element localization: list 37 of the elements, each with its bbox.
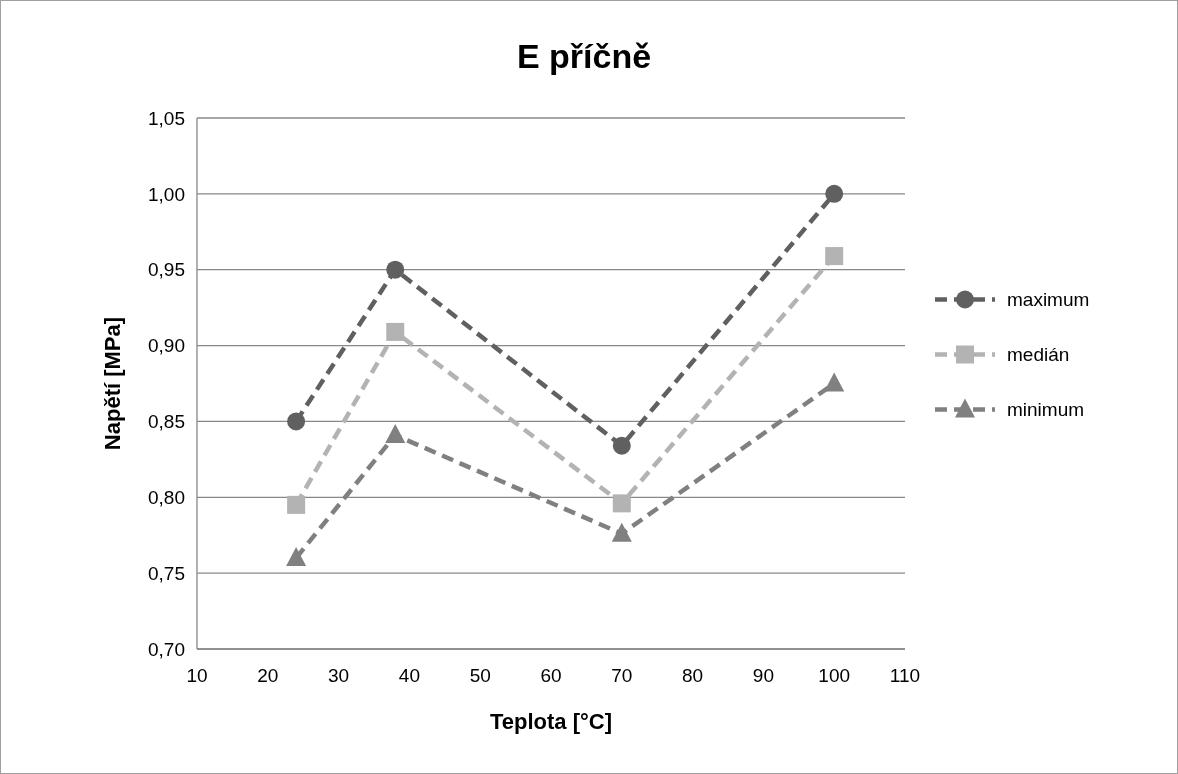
point <box>287 412 306 431</box>
point <box>611 522 632 542</box>
x-tick-label: 50 <box>469 665 491 686</box>
x-tick-label: 30 <box>328 665 350 686</box>
y-axis-title: Napětí [MPa] <box>100 316 125 451</box>
x-tick-label: 90 <box>752 665 774 686</box>
point <box>386 322 405 341</box>
point <box>825 184 844 203</box>
x-tick-label: 10 <box>186 665 208 686</box>
y-tick-label: 0,90 <box>148 335 185 357</box>
legend-label: maximum <box>1007 289 1090 311</box>
legend-label: minimum <box>1007 399 1085 421</box>
x-tick-label: 20 <box>257 665 279 686</box>
x-tick-label: 80 <box>682 665 704 686</box>
y-tick-label: 0,70 <box>148 638 185 660</box>
point <box>825 247 844 266</box>
y-tick-label: 0,80 <box>148 486 185 508</box>
point <box>287 495 306 514</box>
y-tick-label: 0,95 <box>148 259 185 281</box>
x-tick-label: 60 <box>540 665 562 686</box>
chart-title: E příčně <box>516 37 652 75</box>
y-tick-label: 0,85 <box>148 411 185 433</box>
point <box>612 436 631 455</box>
y-tick-label: 1,00 <box>148 183 185 205</box>
point <box>286 546 307 566</box>
point <box>612 494 631 513</box>
x-tick-label: 40 <box>398 665 420 686</box>
legend-label: medián <box>1007 344 1070 366</box>
x-tick-label: 110 <box>889 665 921 686</box>
x-tick-label: 100 <box>818 665 851 686</box>
x-tick-label: 70 <box>611 665 633 686</box>
point <box>824 372 845 392</box>
y-tick-label: 0,75 <box>148 562 185 584</box>
y-tick-label: 1,05 <box>148 107 185 129</box>
x-axis-title: Teplota [°C] <box>489 709 613 734</box>
point <box>385 424 406 444</box>
point <box>386 260 405 279</box>
